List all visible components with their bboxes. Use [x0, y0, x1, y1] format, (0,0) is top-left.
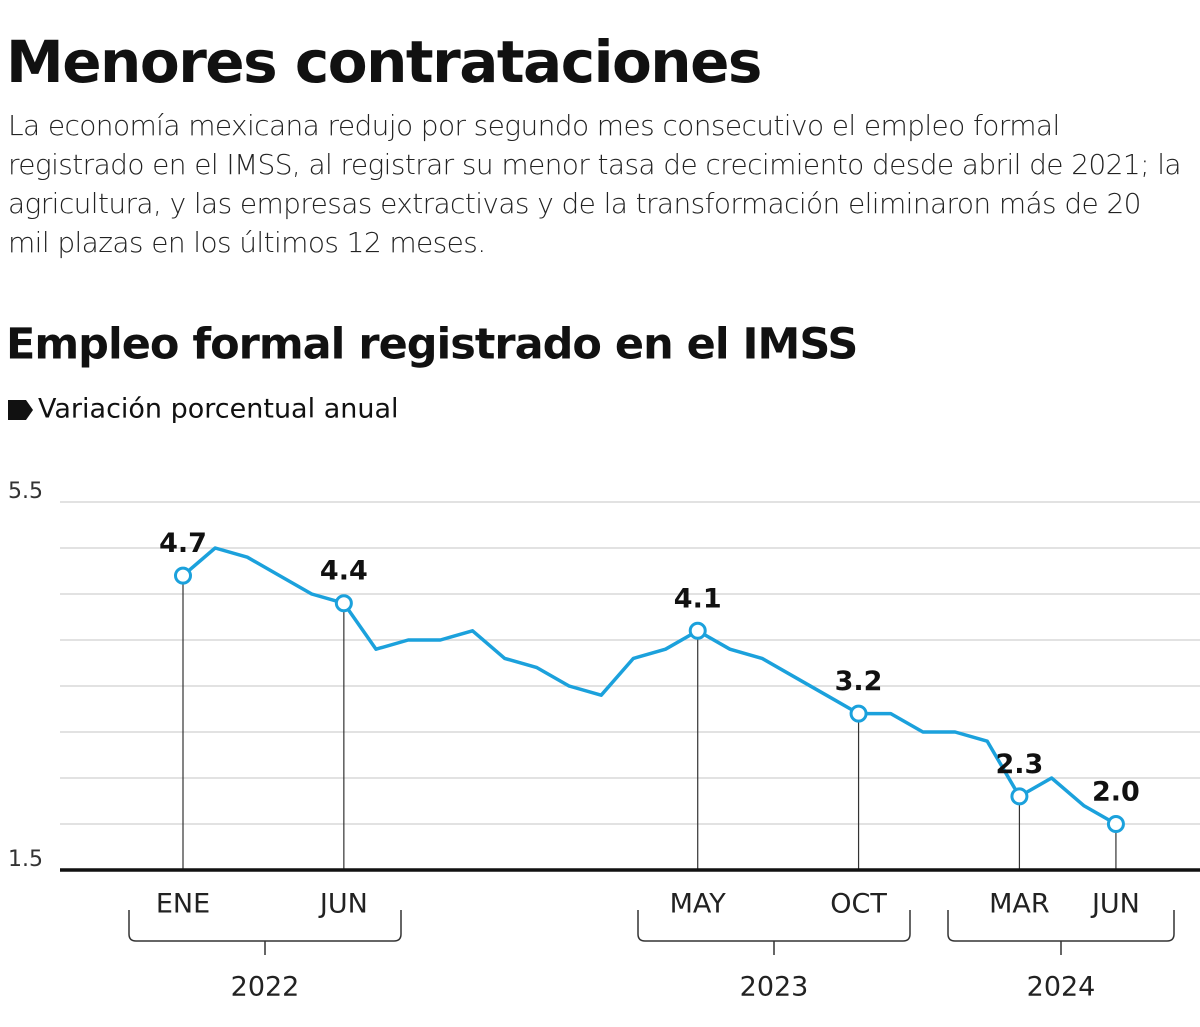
data-label: 2.0 [1092, 777, 1140, 808]
x-tick-label: ENE [156, 889, 210, 920]
point-marker [1106, 815, 1125, 833]
point-marker [334, 594, 353, 613]
x-tick-label: MAR [989, 889, 1050, 920]
data-label: 4.4 [320, 556, 368, 587]
year-bracket [128, 910, 402, 955]
data-label: 2.3 [995, 749, 1043, 780]
year-label: 2023 [740, 972, 809, 1003]
chart-title: Empleo formal registrado en el IMSS [6, 320, 857, 370]
y-tick-label: 1.5 [8, 847, 43, 872]
data-label: 3.2 [835, 666, 883, 697]
legend-label: Variación porcentual anual [38, 394, 399, 425]
x-tick-label: JUN [1090, 889, 1140, 920]
x-tick-label: OCT [830, 889, 887, 920]
x-tick-label: MAY [670, 889, 727, 920]
point-marker [174, 566, 192, 585]
data-label: 4.7 [159, 528, 207, 559]
description: La economía mexicana redujo por segundo … [8, 109, 1182, 259]
legend-icon [8, 400, 33, 420]
page-title: Menores contrataciones [6, 28, 761, 96]
year-bracket [637, 910, 911, 955]
point-marker [1010, 787, 1029, 806]
point-marker [849, 704, 868, 723]
point-marker [688, 621, 707, 640]
year-label: 2022 [231, 972, 300, 1003]
year-bracket [947, 910, 1175, 955]
year-label: 2024 [1027, 972, 1096, 1003]
y-tick-label: 5.5 [8, 479, 43, 504]
x-tick-label: JUN [318, 889, 368, 920]
data-label: 4.1 [674, 583, 722, 614]
